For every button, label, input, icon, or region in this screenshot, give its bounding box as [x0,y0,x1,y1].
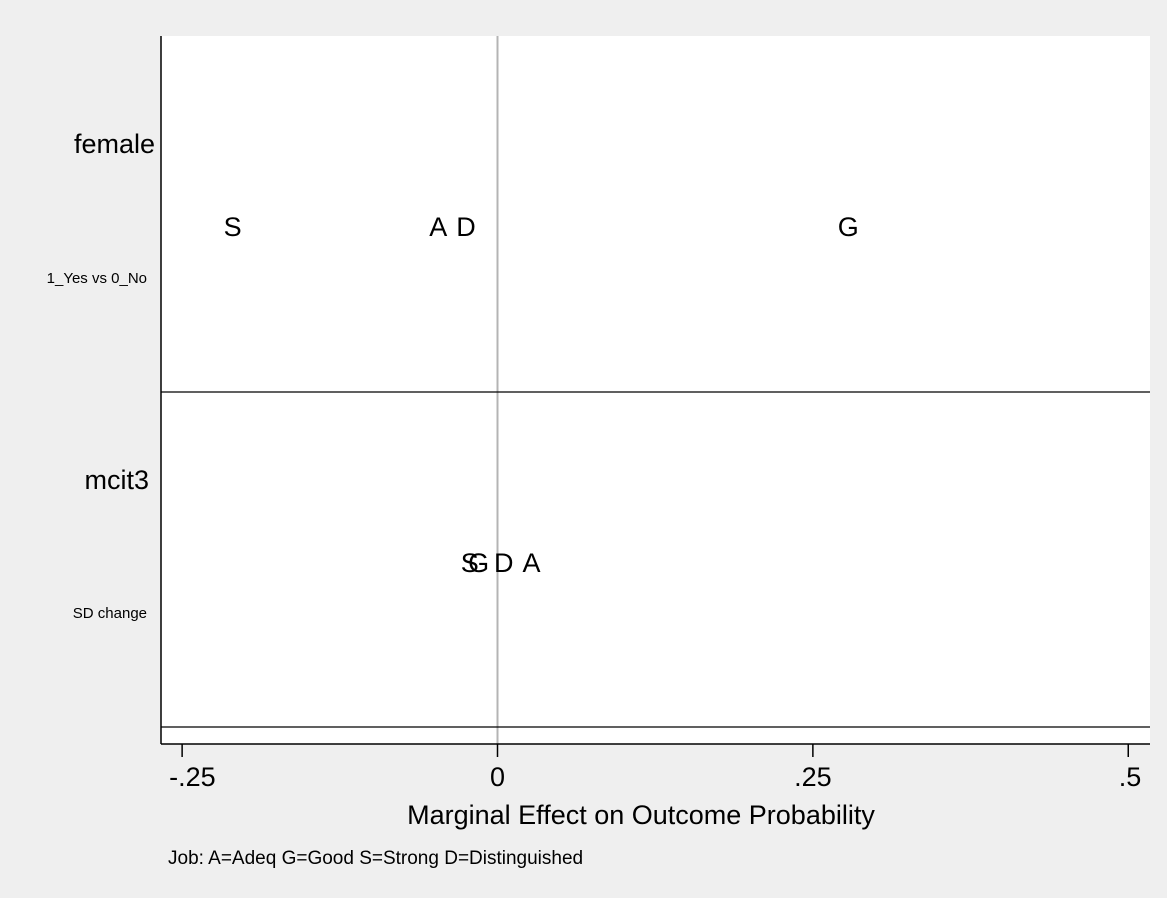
marker-female-A: A [429,212,447,242]
legend-note: Job: A=Adeq G=Good S=Strong D=Distinguis… [168,848,583,869]
marker-mcit3-D: D [494,548,514,578]
x-tick-label: 0 [490,762,505,792]
plot-area [161,36,1150,744]
x-tick-label: -.25 [169,762,216,792]
x-axis-ticks: -.25 0 .25 .5 [169,744,1141,792]
panel-1-variable-label: female [74,129,155,159]
marker-mcit3-A: A [523,548,541,578]
marker-mcit3-S: S [461,548,479,578]
panel-2-change-label: SD change [73,605,147,622]
marker-mcit3-G: G [468,548,489,578]
x-tick-label: .5 [1119,762,1142,792]
x-tick-label: .25 [794,762,832,792]
marker-female-G: G [838,212,859,242]
data-markers: S A D GSG D A [224,212,859,578]
panel-1-change-label: 1_Yes vs 0_No [47,270,147,287]
marker-female-S: S [224,212,242,242]
x-axis-title: Marginal Effect on Outcome Probability [407,800,875,830]
marker-female-D: D [456,212,476,242]
panel-2-variable-label: mcit3 [84,465,149,495]
